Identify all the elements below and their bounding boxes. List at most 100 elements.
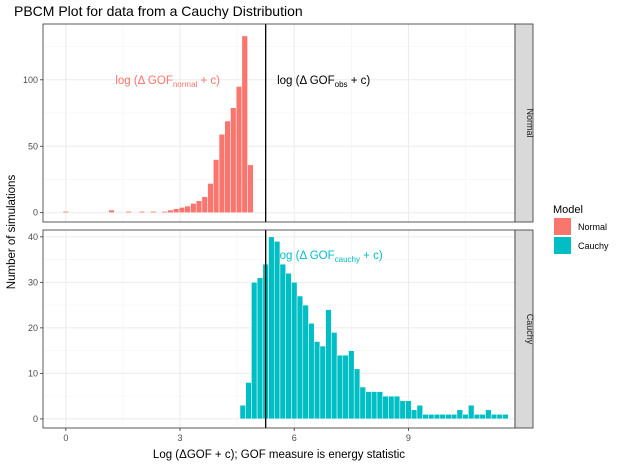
facet-strip-label: Normal [525,108,535,137]
histogram-bar [376,391,383,420]
annotation-observed: log (Δ GOFobs + c) [277,75,370,89]
facet-strip [514,229,534,429]
histogram-bar [296,295,304,420]
histogram-bar [313,341,321,420]
histogram-bar [342,354,349,420]
histogram-bar [445,414,452,420]
y-tick-label: 50 [28,141,38,151]
histogram-bar [450,414,458,420]
annotation-subscript: normal [173,80,198,89]
histogram-bar [178,207,186,213]
y-axis-title: Number of simulations [6,175,18,290]
annotation-main: log (Δ GOF [277,75,335,87]
histogram-bar [399,400,406,420]
histogram-bar [411,409,418,420]
annotation-subscript: obs [335,80,348,89]
histogram-bar [462,414,469,420]
panel-cauchy: log (Δ GOFcauchy + c) 0 10 20 30 40 Cauchy 0 3 6 9 [28,229,535,443]
panel-normal: log (Δ GOFnormal + c) log (Δ GOFobs + c)0… [23,23,535,223]
annotation-normal: log (Δ GOFnormal + c) [115,75,220,89]
histogram-bar [496,414,503,420]
y-tick-label: 20 [28,323,38,333]
histogram-bar [235,86,243,213]
legend-key-cauchy [554,237,571,254]
histogram-bar [150,211,157,213]
annotation-subscript: cauchy [335,255,360,264]
annotation-tail: + c) [360,250,383,262]
histogram-bar [473,414,481,420]
histogram-bar [245,382,252,420]
histogram-bar [331,332,338,420]
histogram-bar [456,409,463,420]
histogram-bar [279,263,286,420]
histogram-bar [108,209,115,213]
facet-strip-label: Cauchy [525,314,535,345]
histogram-bar [161,211,168,213]
histogram-bar [490,414,498,420]
histogram-bar [302,304,309,420]
legend-key-normal [554,218,571,235]
x-tick-label: 3 [178,433,183,443]
histogram-bar [479,414,486,420]
histogram-bar [167,209,174,213]
x-tick-label: 0 [63,433,68,443]
histogram-bar [213,159,220,213]
histogram-bar [319,345,326,420]
histogram-bar [422,414,429,420]
histogram-bar [291,282,298,420]
histogram-bar [184,205,191,213]
facet-strip [514,23,534,223]
histogram-bar [359,386,366,420]
histogram-bar [241,35,248,213]
histogram-bar [62,211,69,213]
histogram-bar [382,395,389,420]
annotation-main: log (Δ GOF [115,75,173,87]
histogram-bar [201,196,208,213]
histogram-bar [195,200,203,213]
annotation-cauchy: log (Δ GOFcauchy + c) [277,250,383,264]
histogram-bar [371,391,378,420]
histogram-bar [388,395,395,420]
annotation-tail: + c) [348,75,371,87]
histogram-bar [325,309,332,420]
panel-background [43,24,515,222]
histogram-bar [308,323,315,420]
histogram-bar [433,414,441,420]
y-tick-label: 40 [28,232,38,242]
histogram-bar [218,134,226,213]
y-tick-label: 10 [28,368,38,378]
histogram-bar [190,203,197,213]
histogram-bar [468,404,475,420]
histogram-bar [207,183,214,213]
x-axis-title: Log (ΔGOF + c); GOF measure is energy st… [153,449,405,461]
histogram-bar [439,414,446,420]
histogram-bar [348,350,355,420]
histogram-bar [239,404,246,420]
y-tick-label: 30 [28,277,38,287]
histogram-bar [428,414,435,420]
histogram-bar [173,208,180,213]
histogram-bar [273,241,281,420]
histogram-bar [251,282,258,420]
x-tick-label: 6 [292,433,297,443]
histogram-bar [285,272,292,420]
legend: Model Normal Cauchy [553,204,609,254]
histogram-bar [416,404,423,420]
chart-title: PBCM Plot for data from a Cauchy Distrib… [14,3,303,19]
histogram-bar [224,120,231,213]
annotation-main: log (Δ GOF [277,250,335,262]
x-tick-label: 9 [406,433,411,443]
histogram-bar [230,107,237,213]
histogram-bar [336,354,344,420]
histogram-bar [256,277,264,420]
histogram-bar [405,400,412,420]
histogram-bar [353,368,361,420]
histogram-bar [485,409,492,420]
facet-panels: log (Δ GOFnormal + c) log (Δ GOFobs + c)0… [23,23,535,443]
y-tick-label: 0 [33,208,38,218]
histogram-bar [138,211,146,213]
legend-title: Model [553,204,583,216]
histogram-bar [502,414,509,420]
legend-label-cauchy: Cauchy [578,241,609,251]
